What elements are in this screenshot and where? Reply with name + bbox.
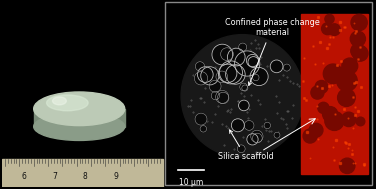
Bar xyxy=(165,2,372,185)
Circle shape xyxy=(283,64,290,71)
Ellipse shape xyxy=(34,113,125,140)
Circle shape xyxy=(235,51,260,76)
Circle shape xyxy=(197,67,213,82)
Circle shape xyxy=(309,123,323,137)
Circle shape xyxy=(342,58,358,74)
Ellipse shape xyxy=(34,92,125,126)
Circle shape xyxy=(221,48,233,60)
Circle shape xyxy=(194,72,208,85)
Circle shape xyxy=(315,81,328,93)
Circle shape xyxy=(231,119,244,132)
Text: 10 μm: 10 μm xyxy=(179,178,203,187)
Circle shape xyxy=(212,44,233,65)
Text: 9: 9 xyxy=(113,172,118,180)
Circle shape xyxy=(244,121,254,130)
Circle shape xyxy=(227,48,245,66)
Circle shape xyxy=(211,91,220,100)
Polygon shape xyxy=(34,109,125,127)
Circle shape xyxy=(201,67,219,85)
Circle shape xyxy=(325,111,344,130)
Circle shape xyxy=(218,64,237,83)
Circle shape xyxy=(216,71,228,83)
Circle shape xyxy=(303,129,317,143)
Circle shape xyxy=(209,80,221,92)
Circle shape xyxy=(270,60,283,73)
Circle shape xyxy=(248,57,259,67)
Circle shape xyxy=(253,74,259,81)
Circle shape xyxy=(264,122,271,129)
Text: Confined phase change
material: Confined phase change material xyxy=(225,18,320,85)
Circle shape xyxy=(323,64,343,84)
Circle shape xyxy=(325,14,334,24)
Bar xyxy=(301,14,368,174)
Circle shape xyxy=(220,61,243,84)
Text: 6: 6 xyxy=(21,172,26,180)
Text: 8: 8 xyxy=(83,172,88,180)
Circle shape xyxy=(311,86,324,99)
Circle shape xyxy=(240,83,247,91)
Circle shape xyxy=(323,107,338,122)
Circle shape xyxy=(329,24,340,36)
Circle shape xyxy=(239,43,247,51)
Circle shape xyxy=(352,46,368,61)
Circle shape xyxy=(318,102,329,113)
Circle shape xyxy=(216,90,229,103)
Circle shape xyxy=(337,71,357,91)
Circle shape xyxy=(251,130,263,143)
Circle shape xyxy=(195,62,205,71)
Circle shape xyxy=(237,145,245,153)
Circle shape xyxy=(351,44,365,58)
Circle shape xyxy=(226,65,245,84)
Circle shape xyxy=(217,92,229,104)
Circle shape xyxy=(321,23,334,35)
Circle shape xyxy=(356,117,365,126)
Circle shape xyxy=(246,54,259,67)
Circle shape xyxy=(242,85,248,91)
Bar xyxy=(2,159,163,187)
Circle shape xyxy=(338,89,355,106)
Circle shape xyxy=(253,133,262,143)
Circle shape xyxy=(341,112,356,127)
Text: Silica scaffold: Silica scaffold xyxy=(218,130,273,161)
Circle shape xyxy=(351,14,367,31)
Circle shape xyxy=(250,67,268,86)
Circle shape xyxy=(238,100,249,111)
Circle shape xyxy=(340,158,355,174)
Circle shape xyxy=(195,113,207,125)
Bar xyxy=(2,0,163,187)
Circle shape xyxy=(274,132,280,138)
Ellipse shape xyxy=(47,95,88,111)
Ellipse shape xyxy=(53,97,66,105)
Circle shape xyxy=(350,31,365,46)
Circle shape xyxy=(247,134,258,145)
Text: 7: 7 xyxy=(52,172,57,180)
Circle shape xyxy=(181,35,304,157)
Circle shape xyxy=(336,67,350,82)
Circle shape xyxy=(200,125,206,132)
